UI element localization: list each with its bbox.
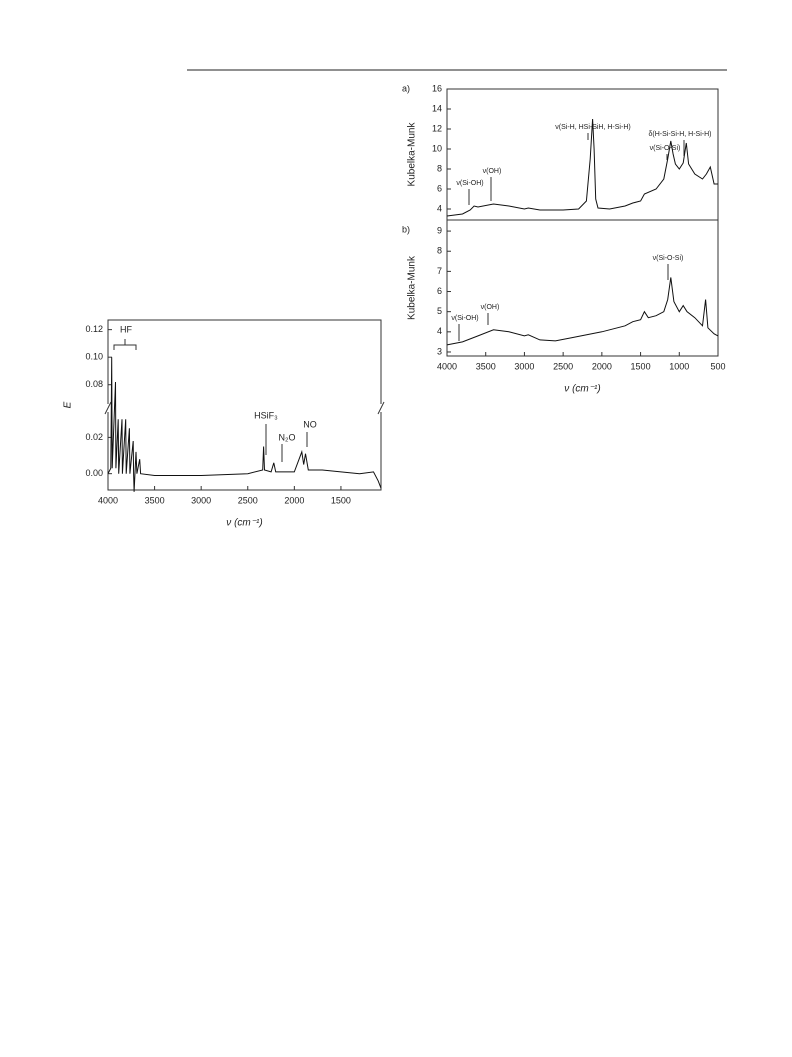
x-tick-label: 3000	[191, 495, 211, 505]
axis-frame	[107, 319, 382, 491]
panel-label: b)	[402, 224, 410, 234]
peak-annotation: ν(OH)	[483, 168, 502, 175]
y-tick-label: 5	[437, 306, 442, 316]
spectrum-line	[446, 118, 718, 217]
y-tick-label: 0.12	[85, 324, 103, 334]
y-tick-label: 8	[437, 246, 442, 256]
y-tick-label: 4	[437, 203, 442, 213]
x-tick-label: 500	[710, 361, 725, 371]
peak-annotation: HF	[120, 324, 132, 334]
y-tick-label: 16	[432, 83, 442, 93]
x-tick-label: 1500	[631, 361, 651, 371]
peak-annotation: HSiF₃	[254, 410, 278, 420]
peak-annotation: δ(H-Si-Si-H, H-Si-H)	[649, 131, 712, 138]
y-tick-label: 7	[437, 266, 442, 276]
hf-bracket	[113, 339, 137, 350]
y-tick-label: 3	[437, 346, 442, 356]
x-tick-label: 4000	[98, 495, 118, 505]
x-tick-label: 2000	[592, 361, 612, 371]
y-tick-label: 4	[437, 326, 442, 336]
x-axis-label: ν (cm⁻¹)	[226, 518, 262, 529]
axis-break	[377, 401, 385, 415]
x-tick-label: 4000	[437, 361, 457, 371]
axis-frame	[446, 88, 719, 221]
peak-annotation: ν(Si-O-Si)	[653, 255, 684, 262]
x-tick-label: 3500	[476, 361, 496, 371]
x-axis-label: ν (cm⁻¹)	[564, 384, 600, 395]
axis-frame	[446, 219, 719, 357]
y-tick-label: 0.00	[85, 468, 103, 478]
y-tick-label: 0.02	[85, 432, 103, 442]
y-tick-label: 10	[432, 143, 442, 153]
peak-annotation: ν(Si-OH)	[451, 315, 478, 322]
y-tick-label: 6	[437, 286, 442, 296]
y-axis-label: Kubelka-Munk	[407, 122, 418, 187]
x-tick-label: 2500	[238, 495, 258, 505]
y-tick-label: 12	[432, 123, 442, 133]
x-tick-label: 1500	[331, 495, 351, 505]
x-tick-label: 1000	[669, 361, 689, 371]
peak-annotation: ν(Si-O-Si)	[650, 145, 681, 152]
x-tick-label: 2500	[553, 361, 573, 371]
axis-break	[104, 401, 112, 415]
y-tick-label: 6	[437, 183, 442, 193]
y-tick-label: 0.08	[85, 379, 103, 389]
x-tick-label: 3500	[145, 495, 165, 505]
x-tick-label: 3000	[514, 361, 534, 371]
peak-annotation: ν(OH)	[481, 304, 500, 311]
y-tick-label: 14	[432, 103, 442, 113]
x-tick-label: 2000	[284, 495, 304, 505]
spectrum-line	[446, 277, 719, 346]
y-axis-label: Kubelka-Munk	[407, 255, 418, 320]
y-tick-label: 8	[437, 163, 442, 173]
peak-annotation: ν(Si-OH)	[456, 180, 483, 187]
peak-annotation: N₂O	[279, 432, 296, 442]
panel-label: a)	[402, 83, 410, 93]
y-axis-label: E	[63, 401, 74, 408]
y-tick-label: 9	[437, 225, 442, 235]
spectrum-line	[107, 357, 382, 492]
peak-annotation: NO	[303, 419, 317, 429]
y-tick-label: 0.10	[85, 352, 103, 362]
